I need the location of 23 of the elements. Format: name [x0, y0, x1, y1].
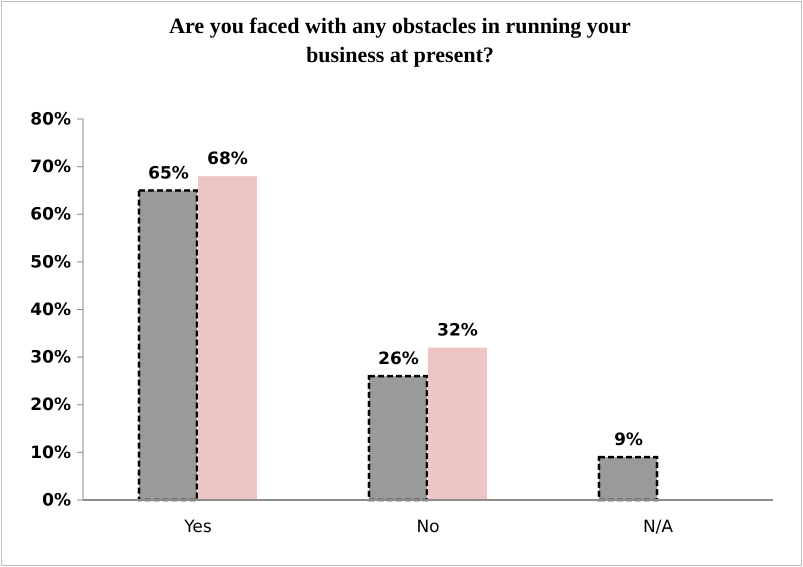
- y-tick-label: 50%: [30, 252, 71, 272]
- chart-title: Are you faced with any obstacles in running your business at present?: [168, 12, 632, 69]
- bar: [198, 176, 257, 500]
- x-tick-label: Yes: [183, 517, 212, 538]
- data-label: 68%: [207, 149, 248, 170]
- y-tick-label: 40%: [30, 300, 71, 320]
- bar: [368, 374, 428, 502]
- y-tick-label: 80%: [30, 109, 71, 130]
- x-tick-label: No: [416, 517, 440, 538]
- y-tick-label: 10%: [30, 442, 71, 463]
- y-tick-label: 70%: [30, 157, 71, 178]
- y-tick-label: 20%: [30, 395, 71, 416]
- bar: [428, 348, 487, 500]
- data-label: 32%: [437, 320, 478, 341]
- y-tick-label: 60%: [30, 204, 71, 225]
- data-label: 9%: [614, 430, 643, 450]
- bar: [598, 456, 658, 502]
- bar: [138, 189, 198, 502]
- data-label: 26%: [378, 349, 419, 370]
- data-label: 65%: [148, 163, 189, 184]
- x-tick-label: N/A: [642, 517, 674, 538]
- y-tick-label: 30%: [30, 348, 71, 368]
- y-tick-label: 0%: [42, 490, 71, 510]
